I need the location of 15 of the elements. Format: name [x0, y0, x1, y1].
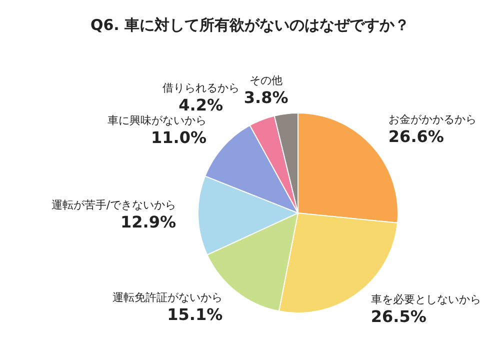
data-label: 15.1%: [167, 304, 223, 324]
slice-label: お金がかかるから: [388, 113, 476, 126]
slice-label: 車に興味がないから: [108, 114, 207, 128]
data-label: 3.8%: [244, 88, 288, 107]
slice-label: 運転が苦手/できないから: [51, 198, 176, 212]
slice-label: 借りられるから: [162, 81, 240, 94]
data-label: 26.5%: [370, 306, 426, 326]
chart-title: Q6. 車に対して所有欲がないのはなぜですか？: [89, 16, 411, 35]
slice-label: 車を必要としないから: [370, 292, 481, 306]
data-label: 11.0%: [151, 128, 207, 148]
data-label: 4.2%: [178, 95, 224, 114]
data-label: 12.9%: [120, 212, 176, 232]
data-label: 26.6%: [388, 127, 444, 146]
slice-label: 運転免許証がないから: [112, 290, 223, 304]
slice-label: その他: [250, 74, 283, 87]
